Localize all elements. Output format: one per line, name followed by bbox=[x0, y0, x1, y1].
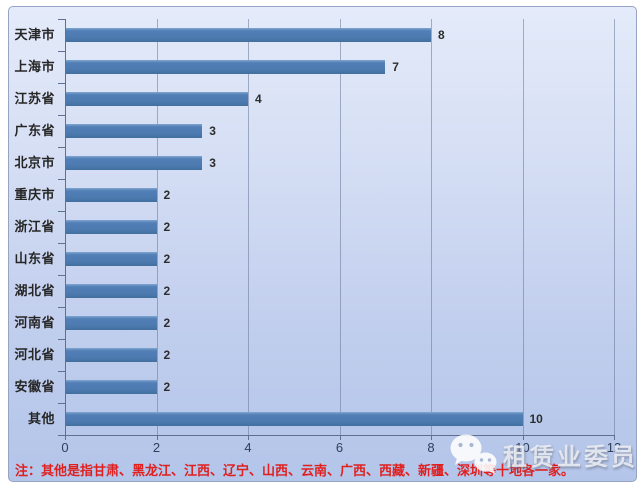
category-label: 广东省 bbox=[14, 123, 55, 138]
value-label: 3 bbox=[209, 124, 216, 138]
x-axis-tick bbox=[156, 435, 158, 440]
category-label: 湖北省 bbox=[14, 283, 55, 298]
category-label: 江苏省 bbox=[14, 91, 55, 106]
category-tick bbox=[58, 307, 66, 308]
x-axis-tick bbox=[339, 435, 341, 440]
value-label: 8 bbox=[438, 28, 445, 42]
x-axis-tick bbox=[614, 435, 615, 440]
category-tick bbox=[58, 275, 66, 276]
value-label: 2 bbox=[163, 284, 171, 298]
category-label: 河南省 bbox=[14, 315, 55, 330]
chart-row: 2 bbox=[65, 307, 614, 339]
bar bbox=[65, 252, 157, 266]
category-label: 北京市 bbox=[14, 155, 55, 170]
chart-row: 2 bbox=[65, 275, 614, 307]
category-label: 河北省 bbox=[14, 347, 55, 362]
category-label: 浙江省 bbox=[14, 219, 55, 234]
value-label: 2 bbox=[163, 348, 171, 362]
chart-row: 2 bbox=[65, 211, 614, 243]
category-label: 重庆市 bbox=[14, 187, 55, 202]
category-tick bbox=[58, 51, 66, 52]
x-axis-tick-label: 10 bbox=[515, 440, 530, 455]
bar bbox=[65, 92, 248, 106]
chart-row: 3 bbox=[65, 115, 614, 147]
category-tick bbox=[58, 19, 66, 20]
chart-row: 4 bbox=[65, 83, 614, 115]
value-label: 10 bbox=[529, 412, 543, 426]
bar bbox=[65, 220, 157, 234]
chart-row: 2 bbox=[65, 179, 614, 211]
category-label: 其他 bbox=[27, 411, 55, 426]
x-axis-tick bbox=[65, 435, 66, 440]
category-tick bbox=[58, 179, 66, 180]
bar bbox=[65, 28, 431, 42]
chart-row: 7 bbox=[65, 51, 614, 83]
value-label: 2 bbox=[163, 188, 171, 202]
x-axis-tick-label: 6 bbox=[335, 440, 344, 455]
value-label: 7 bbox=[392, 60, 399, 74]
x-axis-tick-label: 4 bbox=[244, 440, 252, 455]
chart-row: 2 bbox=[65, 339, 614, 371]
chart-row: 2 bbox=[65, 243, 614, 275]
category-tick bbox=[58, 211, 66, 212]
chart-row: 8 bbox=[65, 19, 614, 51]
value-label: 2 bbox=[163, 380, 171, 394]
category-tick bbox=[58, 115, 66, 116]
gridline bbox=[248, 19, 249, 435]
gridline bbox=[431, 19, 432, 435]
gridline bbox=[339, 19, 341, 435]
x-axis-tick bbox=[522, 435, 524, 440]
category-tick bbox=[58, 339, 66, 340]
plot-area: 8 7 4 3 3 2 2 2 2 2 2 2 10 bbox=[65, 19, 615, 435]
gridline bbox=[614, 19, 615, 435]
category-label: 天津市 bbox=[14, 27, 55, 42]
gridline bbox=[156, 19, 158, 435]
category-tick bbox=[58, 371, 66, 372]
x-axis-tick bbox=[431, 435, 432, 440]
bar bbox=[65, 412, 523, 426]
chart-row: 10 bbox=[65, 403, 614, 435]
x-axis-tick-label: 2 bbox=[152, 440, 161, 455]
category-tick bbox=[58, 83, 66, 84]
bar bbox=[65, 124, 203, 138]
category-tick bbox=[58, 403, 66, 404]
category-tick bbox=[58, 147, 66, 148]
value-label: 2 bbox=[163, 316, 171, 330]
value-label: 2 bbox=[163, 252, 171, 266]
footnote: 注：其他是指甘肃、黑龙江、江西、辽宁、山西、云南、广西、西藏、新疆、深圳等十地各… bbox=[15, 463, 575, 478]
category-label: 安徽省 bbox=[14, 379, 55, 394]
x-axis-labels: 0 2 4 6 8 10 12 bbox=[9, 440, 636, 458]
category-label: 山东省 bbox=[14, 251, 55, 266]
x-axis-tick-label: 8 bbox=[427, 440, 435, 455]
bar bbox=[65, 156, 203, 170]
bar bbox=[65, 60, 386, 74]
value-label: 4 bbox=[255, 92, 262, 106]
category-tick bbox=[58, 243, 66, 244]
chart-area: 8 7 4 3 3 2 2 2 2 2 2 2 10 天津市上海市江苏省广东省北京市重庆市浙江省山东省湖… bbox=[8, 6, 637, 482]
x-axis-tick-label: 12 bbox=[606, 440, 622, 455]
bar bbox=[65, 348, 157, 362]
category-label: 上海市 bbox=[14, 59, 55, 74]
bar bbox=[65, 380, 157, 394]
chart-row: 3 bbox=[65, 147, 614, 179]
x-axis-tick-label: 0 bbox=[61, 440, 69, 455]
x-axis-tick bbox=[248, 435, 249, 440]
value-label: 3 bbox=[209, 156, 216, 170]
bar bbox=[65, 284, 157, 298]
chart-row: 2 bbox=[65, 371, 614, 403]
category-labels: 天津市上海市江苏省广东省北京市重庆市浙江省山东省湖北省河南省河北省安徽省其他 bbox=[11, 19, 55, 435]
category-axis-line bbox=[65, 19, 66, 440]
bar bbox=[65, 188, 157, 202]
bar bbox=[65, 316, 157, 330]
gridline bbox=[522, 19, 524, 435]
value-label: 2 bbox=[163, 220, 171, 234]
category-tick bbox=[58, 435, 66, 436]
